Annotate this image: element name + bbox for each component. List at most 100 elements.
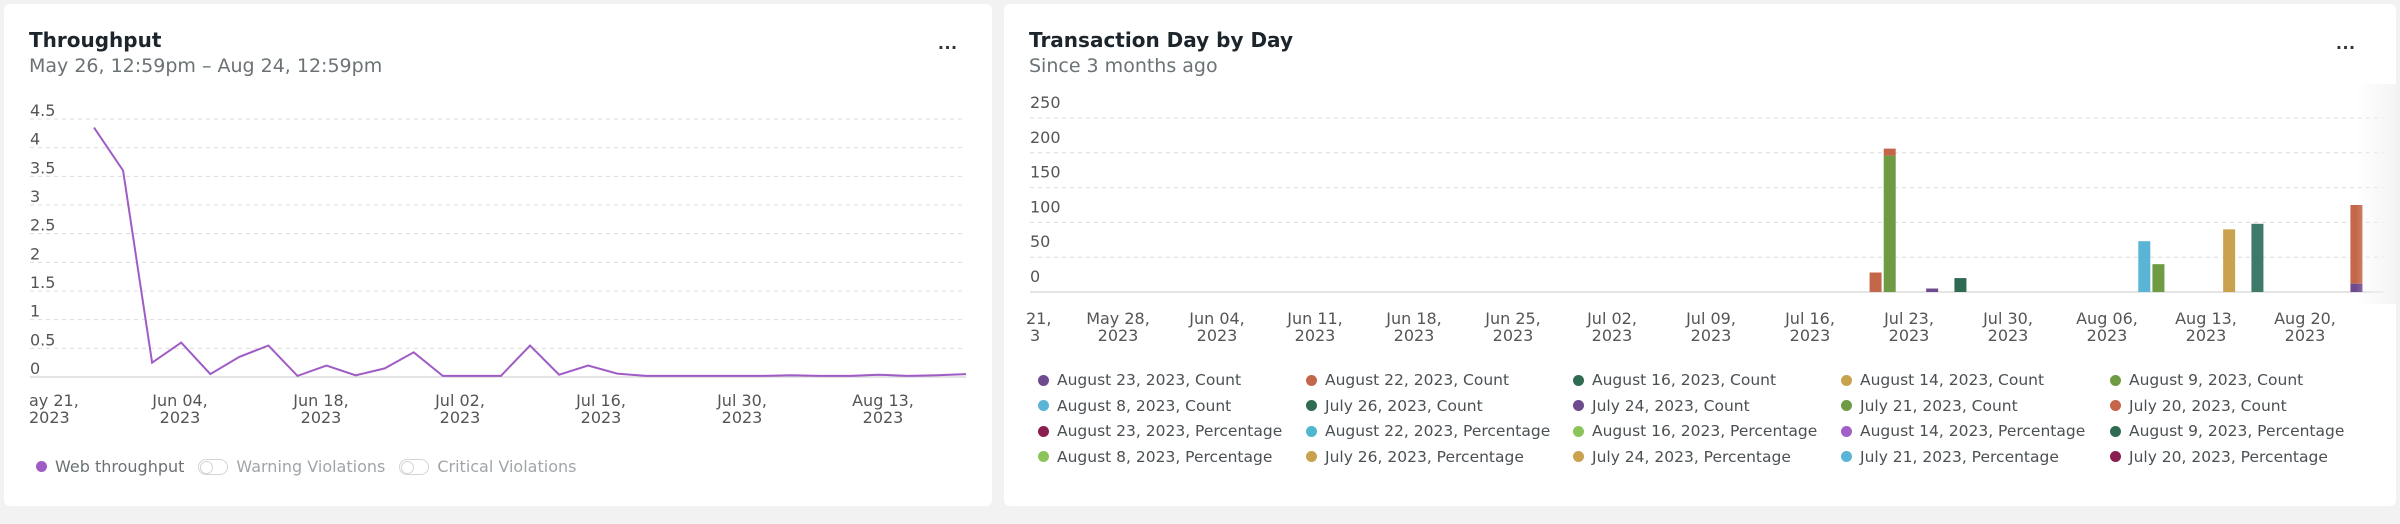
legend-label: August 23, 2023, Count [1057,371,1242,389]
legend-label: August 14, 2023, Percentage [1860,422,2086,440]
x-tick-label: Jun 18, [292,391,349,410]
legend-item[interactable]: July 24, 2023, Percentage [1573,448,1791,466]
x-tick-label: 2023 [2087,326,2128,345]
bar [1954,278,1967,292]
y-tick-label: 3.5 [30,158,55,177]
legend-dot-icon [1038,425,1049,437]
legend-web-throughput[interactable]: Web throughput [36,457,184,476]
legend-item[interactable]: July 20, 2023, Count [2110,397,2287,415]
legend-label: July 21, 2023, Count [1860,396,2018,415]
legend-dot-icon [1841,425,1852,437]
legend-label: August 8, 2023, Count [1057,396,1232,415]
legend-item[interactable]: July 26, 2023, Percentage [1306,448,1524,466]
legend-item[interactable]: July 21, 2023, Percentage [1841,448,2059,466]
legend-dot-icon [1306,425,1317,437]
x-tick-label: Jul 23, [1883,309,1934,328]
legend-label: August 23, 2023, Percentage [1057,422,1283,440]
x-tick-label: 2023 [1790,326,1831,345]
legend-label: July 26, 2023, Percentage [1325,447,1524,466]
y-tick-label: 3 [30,187,40,206]
legend-dot-icon [1038,451,1049,462]
legend-item[interactable]: July 21, 2023, Count [1841,397,2018,415]
legend-label: July 24, 2023, Percentage [1592,447,1791,466]
legend-label: July 20, 2023, Count [2129,396,2287,415]
legend-label: July 24, 2023, Count [1592,396,1750,415]
legend-item[interactable]: August 14, 2023, Count [1841,371,2044,389]
legend-dot-icon [1038,374,1049,386]
legend-item[interactable]: August 8, 2023, Percentage [1038,448,1272,466]
legend-item[interactable]: August 16, 2023, Count [1573,371,1776,389]
legend-item[interactable]: August 22, 2023, Percentage [1306,422,1550,440]
x-tick-label: 2023 [1098,326,1139,345]
legend-warning-violations[interactable]: Warning Violations [198,457,385,476]
legend-warning-label: Warning Violations [236,457,386,476]
legend-item[interactable]: July 20, 2023, Percentage [2110,448,2328,466]
legend-label: August 22, 2023, Count [1325,371,1510,389]
y-tick-label: 4.5 [30,101,55,120]
x-tick-label: 3 [1030,326,1040,345]
critical-toggle-icon[interactable] [399,458,430,475]
x-tick-label: 2023 [722,408,763,427]
x-tick-label: 2023 [1988,326,2029,345]
y-tick-label: 1 [30,302,40,321]
legend-item[interactable]: August 16, 2023, Percentage [1573,422,1817,440]
x-tick-label: 2023 [2186,326,2227,345]
legend-item[interactable]: August 14, 2023, Percentage [1841,422,2085,440]
bar [1883,155,1896,292]
legend-dot-icon [1306,451,1317,462]
legend-label: August 9, 2023, Count [2129,371,2304,389]
legend-item[interactable]: July 26, 2023, Count [1306,397,1483,415]
bar [2152,264,2165,292]
web-throughput-dot-icon [36,461,47,472]
x-tick-label: 2023 [1889,326,1930,345]
y-tick-label: 150 [1030,163,1061,182]
y-tick-label: 2.5 [30,216,55,235]
legend-dot-icon [1038,400,1049,411]
throughput-menu-button[interactable]: ... [938,32,958,54]
bar [2223,229,2236,292]
warning-toggle-icon[interactable] [198,458,229,475]
legend-item[interactable]: August 22, 2023, Count [1306,371,1509,389]
x-tick-label: Jul 16, [575,391,626,410]
x-tick-label: ay 21, [29,391,79,410]
x-tick-label: Jul 30, [1982,309,2033,328]
legend-dot-icon [2110,425,2121,437]
bar [2251,223,2264,292]
legend-critical-violations[interactable]: Critical Violations [399,457,576,476]
x-tick-label: Jun 04, [1188,309,1245,328]
x-tick-label: 2023 [2285,326,2326,345]
legend-label: August 14, 2023, Count [1860,371,2045,389]
legend-item[interactable]: August 23, 2023, Percentage [1038,422,1282,440]
x-tick-label: Jul 02, [434,391,485,410]
legend-dot-icon [1841,451,1852,462]
throughput-title: Throughput [29,28,162,52]
legend-label: July 20, 2023, Percentage [2129,447,2328,466]
legend-dot-icon [2110,400,2121,411]
x-tick-label: 2023 [440,408,481,427]
throughput-subtitle: May 26, 12:59pm – Aug 24, 12:59pm [29,55,383,77]
y-tick-label: 200 [1030,128,1061,147]
x-tick-label: Jul 09, [1685,309,1736,328]
legend-item[interactable]: August 8, 2023, Count [1038,397,1231,415]
y-tick-label: 0 [30,359,40,378]
legend-item[interactable]: August 9, 2023, Count [2110,371,2303,389]
transactions-legend: August 23, 2023, Count August 22, 2023, C… [1038,371,2378,488]
x-tick-label: Jun 04, [151,391,208,410]
transactions-menu-button[interactable]: ... [2336,32,2356,54]
x-tick-label: 21, [1026,309,1051,328]
y-tick-label: 1.5 [30,273,55,292]
x-tick-label: 2023 [1691,326,1732,345]
x-tick-label: 2023 [160,408,201,427]
legend-dot-icon [1841,400,1852,411]
legend-item[interactable]: August 23, 2023, Count [1038,371,1241,389]
x-tick-label: Jun 25, [1484,309,1541,328]
legend-dot-icon [1306,374,1317,386]
y-tick-label: 0.5 [30,330,55,349]
legend-item[interactable]: August 9, 2023, Percentage [2110,422,2344,440]
throughput-panel: Throughput May 26, 12:59pm – Aug 24, 12:… [4,4,992,506]
legend-item[interactable]: July 24, 2023, Count [1573,397,1750,415]
legend-dot-icon [1306,400,1317,411]
bar [2138,241,2151,292]
x-tick-label: Jun 18, [1385,309,1442,328]
